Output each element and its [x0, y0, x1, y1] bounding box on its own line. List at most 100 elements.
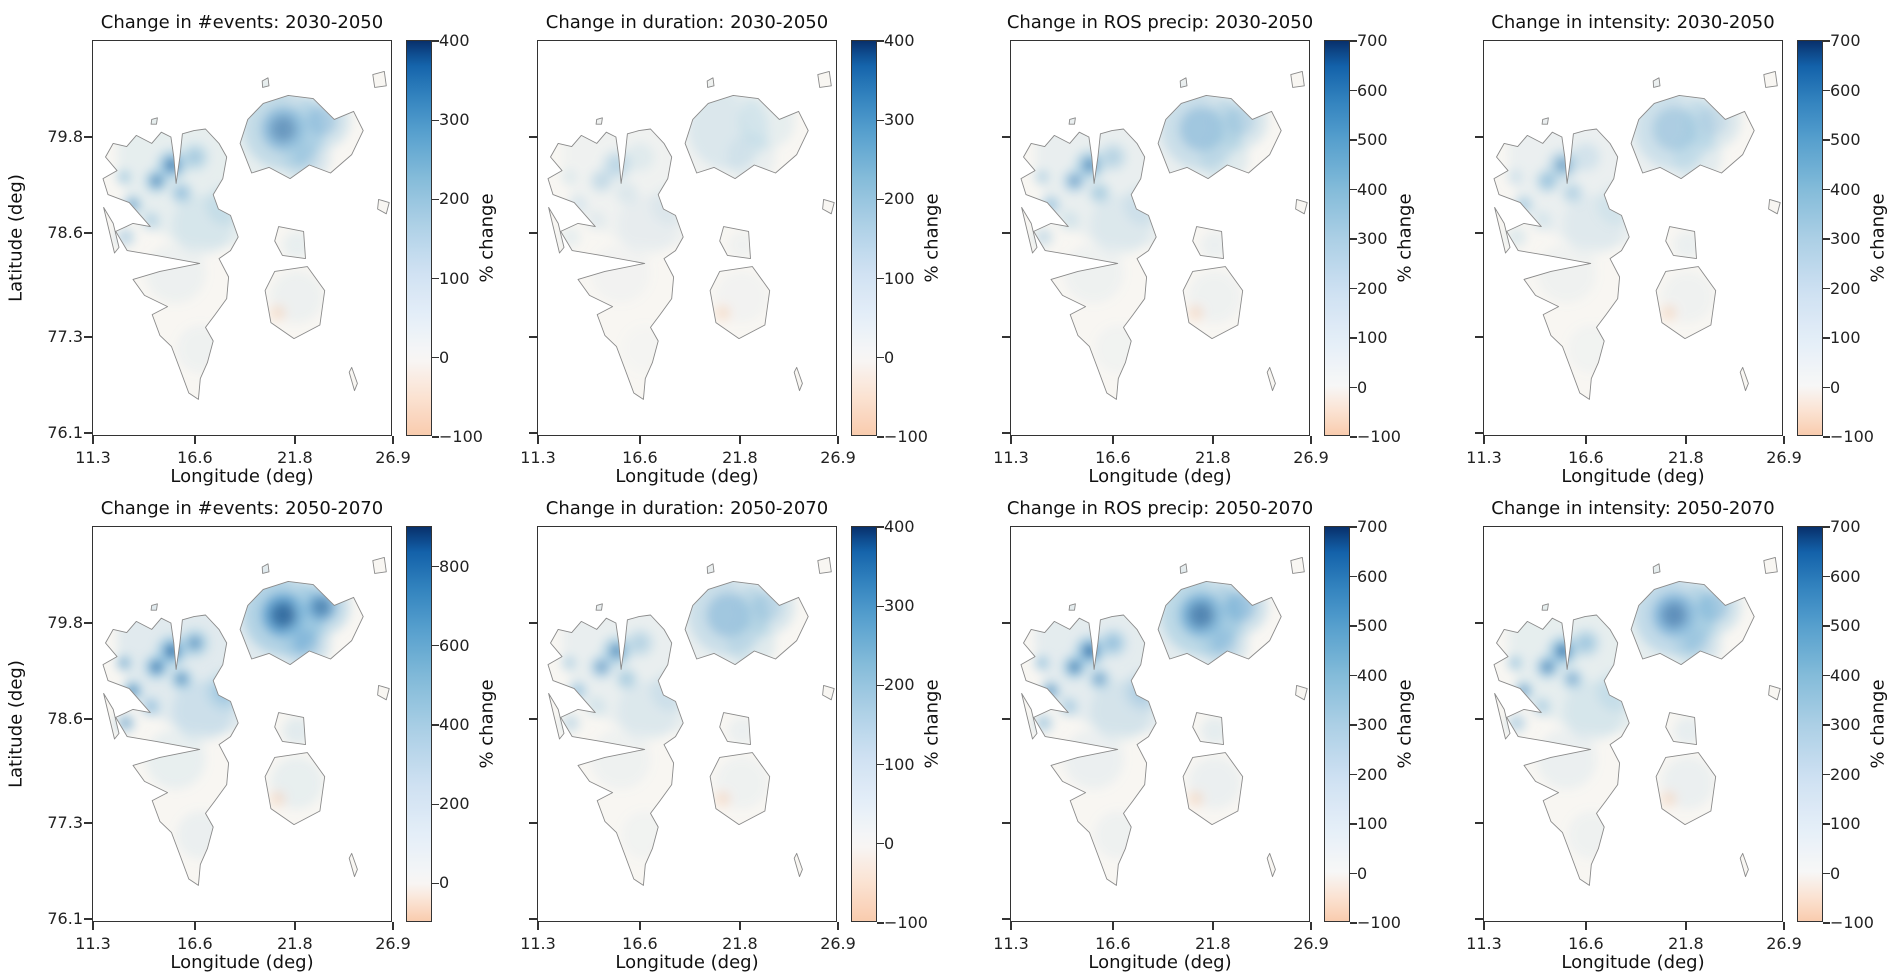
y-tick-mark: [84, 336, 92, 338]
colorbar-tick-mark: [877, 198, 884, 201]
y-tick-mark: [1475, 136, 1483, 138]
colorbar-label: % change: [1394, 679, 1416, 769]
colorbar-tick-mark: [1823, 823, 1830, 825]
colorbar-tick-label: 300: [439, 110, 470, 130]
colorbar-tick-mark: [1823, 625, 1830, 627]
map-plot: 11.3 16.6 21.8 26.9: [993, 526, 1329, 953]
colorbar-tick-mark: [877, 605, 884, 607]
x-tick-label: 11.3: [520, 934, 556, 953]
colorbar-tick-mark: [432, 277, 439, 280]
y-tick-mark: [84, 718, 92, 720]
shading-layer: [560, 71, 795, 376]
colorbar-gradient: [852, 527, 876, 921]
colorbar-tick-label: 600: [439, 635, 470, 655]
x-tick-label: 11.3: [993, 448, 1029, 467]
map-plot: 11.3 16.6 21.8 26.9: [993, 40, 1329, 467]
colorbar-tick-mark: [877, 684, 884, 687]
shading-layer: [1506, 557, 1741, 862]
x-tick-mark: [194, 436, 196, 444]
coastline: [547, 556, 835, 886]
y-tick-mark: [529, 336, 537, 338]
y-tick-label: 78.6: [47, 709, 83, 728]
y-tick-mark: [84, 232, 92, 234]
coastline: [1493, 70, 1781, 400]
colorbar-tick-label: 400: [1830, 179, 1861, 199]
colorbar-tick-label: 400: [1830, 665, 1861, 685]
y-tick-mark: [529, 718, 537, 720]
y-tick-mark: [529, 136, 537, 138]
x-tick-label: 21.8: [1668, 934, 1704, 953]
colorbar-tick-label: −100: [884, 913, 928, 932]
x-tick-mark: [392, 922, 394, 930]
colorbar-tick-label: 300: [884, 596, 915, 616]
colorbar-tick-label: 600: [1830, 80, 1861, 100]
x-tick-mark: [1310, 922, 1312, 930]
colorbar-tick-mark: [432, 436, 439, 438]
colorbar-tick-mark: [432, 119, 439, 121]
x-tick-mark: [1783, 436, 1785, 444]
colorbar-tick-mark: [1823, 238, 1830, 240]
colorbar-tick-mark: [877, 119, 884, 121]
colorbar-tick-mark: [1350, 89, 1357, 92]
map-plot: 11.3 16.6 21.8 26.9: [520, 40, 856, 467]
colorbar-tick-mark: [1350, 872, 1357, 875]
colorbar-tick-label: 800: [439, 556, 470, 576]
colorbar-tick-label: 600: [1830, 566, 1861, 586]
colorbar-tick-mark: [1350, 386, 1357, 389]
colorbar-tick-mark: [1350, 823, 1357, 825]
coastline: [102, 70, 390, 400]
colorbar-tick-mark: [1823, 526, 1830, 528]
colorbar-tick-label: −100: [1830, 913, 1874, 932]
colorbar-tick-mark: [1823, 773, 1830, 776]
x-tick-label: 26.9: [820, 448, 856, 467]
colorbar-tick-mark: [1350, 287, 1357, 290]
colorbar-tick-mark: [877, 922, 884, 924]
colorbar-gradient: [407, 41, 431, 435]
y-tick-mark: [1475, 622, 1483, 624]
y-tick-mark: [84, 822, 92, 824]
x-tick-label: 26.9: [1766, 934, 1802, 953]
colorbar-tick-mark: [877, 763, 884, 766]
colorbar-tick-mark: [1350, 188, 1357, 191]
y-tick-mark: [84, 432, 92, 434]
y-tick-mark: [1475, 718, 1483, 720]
x-tick-label: 11.3: [1466, 448, 1502, 467]
colorbar-tick-mark: [1350, 436, 1357, 438]
y-tick-mark: [84, 622, 92, 624]
x-tick-label: 11.3: [75, 934, 111, 953]
x-tick-label: 21.8: [1195, 448, 1231, 467]
x-tick-label: 21.8: [277, 448, 313, 467]
x-tick-mark: [537, 436, 539, 444]
x-tick-mark: [537, 922, 539, 930]
x-tick-mark: [194, 922, 196, 930]
colorbar-tick-mark: [1823, 674, 1830, 677]
colorbar-tick-label: 100: [1357, 328, 1388, 347]
svalbard-map: [1020, 556, 1308, 886]
colorbar-tick-mark: [1350, 40, 1357, 42]
colorbar-tick-label: 400: [1357, 665, 1388, 685]
x-tick-label: 16.6: [177, 934, 213, 953]
colorbar-tick-mark: [1350, 922, 1357, 924]
map-panel: Change in intensity: 2030-2050 11.3 16.6 2…: [1419, 0, 1892, 487]
shading-layer: [1033, 557, 1268, 862]
map-plot: 11.3 16.6 21.8 26.9 76.1 77.3 78.6 79.8: [47, 40, 411, 467]
x-tick-mark: [1310, 436, 1312, 444]
colorbar-tick-label: 100: [1357, 814, 1388, 833]
x-tick-mark: [1112, 922, 1114, 930]
y-tick-mark: [1475, 432, 1483, 434]
y-tick-mark: [84, 136, 92, 138]
y-tick-mark: [1002, 718, 1010, 720]
map-plot: 11.3 16.6 21.8 26.9: [1466, 526, 1802, 953]
x-axis-label: Longitude (deg): [1561, 466, 1705, 487]
colorbar-tick-mark: [877, 357, 884, 359]
svalbard-map: [547, 556, 835, 886]
x-tick-mark: [837, 922, 839, 930]
colorbar-tick-mark: [432, 882, 439, 885]
colorbar-tick-label: 500: [1357, 130, 1388, 149]
colorbar-gradient: [1325, 41, 1349, 435]
coastline: [102, 556, 390, 886]
map-panel: Change in ROS precip: 2030-2050 11.3 16.6…: [946, 0, 1419, 487]
x-tick-label: 11.3: [1466, 934, 1502, 953]
x-tick-label: 21.8: [1668, 448, 1704, 467]
